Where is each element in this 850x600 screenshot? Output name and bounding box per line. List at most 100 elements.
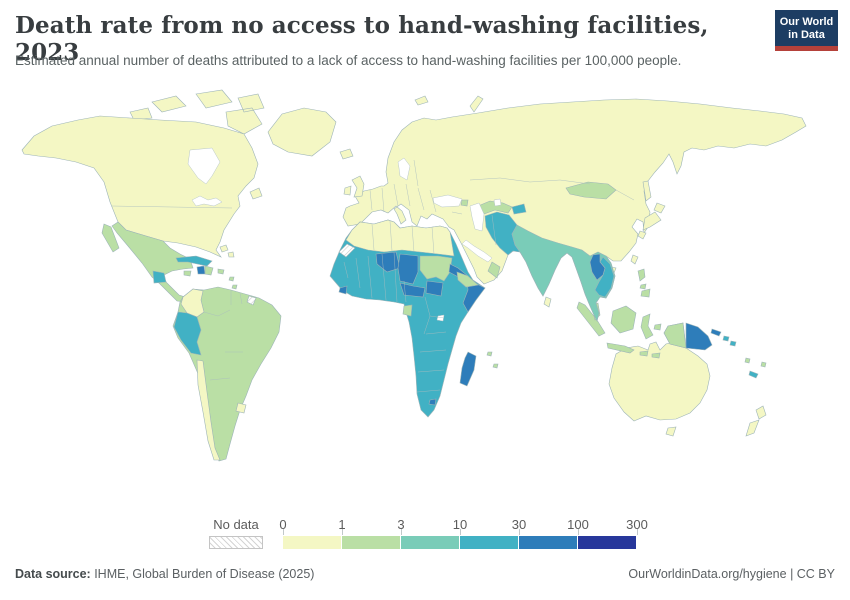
region-lesser-antilles[interactable] (228, 276, 238, 290)
aral-sea (493, 198, 502, 207)
great-lakes (191, 195, 223, 207)
footer-source-label: Data source: (15, 567, 91, 581)
legend-tick-0: 0 (279, 517, 287, 532)
region-novaya-zemlya[interactable] (469, 95, 484, 113)
region-tajikistan[interactable] (511, 203, 527, 215)
region-new-caledonia[interactable] (748, 370, 759, 379)
region-central-asia-uzbekistan-turkmenistan[interactable] (477, 200, 513, 215)
footer-source: Data source: IHME, Global Burden of Dise… (15, 567, 314, 581)
region-solomon-islands[interactable] (722, 335, 737, 347)
region-yemen[interactable] (456, 271, 479, 288)
legend-tickmark (637, 529, 638, 535)
region-indonesia[interactable] (576, 301, 687, 359)
region-fiji[interactable] (760, 361, 767, 368)
owid-logo-line2: in Data (788, 28, 825, 41)
internal-borders (111, 159, 635, 393)
legend-tickmark (342, 529, 343, 535)
owid-logo[interactable]: Our World in Data (775, 10, 838, 51)
region-japan[interactable] (637, 202, 666, 240)
region-bahamas[interactable] (219, 244, 235, 258)
region-australia[interactable] (608, 341, 711, 437)
region-haiti[interactable] (196, 265, 206, 275)
region-gabon[interactable] (402, 304, 413, 317)
footer-source-text: IHME, Global Burden of Disease (2025) (90, 567, 315, 581)
hudson-bay (187, 147, 221, 185)
region-philippines[interactable] (637, 268, 651, 298)
legend-tickmark (578, 529, 579, 535)
region-madagascar[interactable] (459, 351, 477, 387)
legend-tick-4: 30 (511, 517, 527, 532)
region-greenland[interactable] (267, 107, 337, 157)
region-western-sahara[interactable] (338, 243, 356, 258)
region-sierra-leone[interactable] (338, 285, 348, 295)
legend-swatch-3-10[interactable] (401, 536, 460, 549)
region-peru[interactable] (173, 311, 202, 356)
lake-victoria (436, 314, 445, 322)
region-arctic-islands[interactable] (129, 89, 265, 135)
region-papua-new-guinea[interactable] (685, 322, 722, 351)
baltic-sea (397, 157, 411, 181)
legend-swatch-0-1[interactable] (283, 536, 342, 549)
region-indian-ocean-islands[interactable] (486, 351, 499, 369)
region-jamaica[interactable] (183, 270, 192, 277)
legend-swatch-1-3[interactable] (342, 536, 401, 549)
legend-no-data-swatch[interactable] (209, 536, 263, 549)
region-guatemala[interactable] (152, 270, 167, 284)
region-laos[interactable] (589, 253, 606, 281)
persian-gulf (461, 239, 493, 263)
page-subtitle: Estimated annual number of deaths attrib… (15, 53, 682, 68)
region-azerbaijan[interactable] (460, 199, 469, 207)
region-mexico-central-america[interactable] (101, 221, 194, 303)
region-eurasia[interactable] (342, 98, 807, 322)
region-sakhalin[interactable] (642, 180, 652, 202)
region-iceland[interactable] (339, 148, 354, 160)
black-sea (432, 194, 463, 208)
region-newfoundland[interactable] (249, 187, 263, 200)
region-sudan[interactable] (419, 255, 453, 282)
legend-color-bar (283, 536, 637, 549)
region-french-guiana[interactable] (246, 295, 257, 306)
region-cuba[interactable] (175, 255, 213, 267)
legend-tick-6: 300 (626, 517, 648, 532)
legend-tickmark (519, 529, 520, 535)
region-united-kingdom[interactable] (351, 175, 365, 198)
legend-tick-3: 10 (452, 517, 468, 532)
region-niger[interactable] (375, 251, 401, 273)
legend-tickmark (460, 529, 461, 535)
legend-no-data-label: No data (213, 517, 259, 532)
legend-tickmark (283, 529, 284, 535)
region-lesotho[interactable] (428, 398, 437, 406)
region-new-zealand[interactable] (745, 405, 767, 437)
region-taiwan[interactable] (630, 254, 639, 265)
region-oman[interactable] (487, 261, 501, 279)
region-svalbard[interactable] (414, 95, 429, 106)
region-chad[interactable] (397, 253, 419, 285)
region-south-sudan[interactable] (425, 280, 444, 297)
region-central-african-republic[interactable] (399, 282, 426, 298)
region-sri-lanka[interactable] (543, 296, 552, 308)
region-north-africa[interactable] (345, 219, 455, 257)
region-chile[interactable] (196, 359, 221, 461)
legend-tick-1: 1 (338, 517, 346, 532)
legend-swatch-30-100[interactable] (519, 536, 578, 549)
legend-swatch-100-300[interactable] (578, 536, 637, 549)
legend-tick-2: 3 (397, 517, 405, 532)
owid-logo-line1: Our World (779, 15, 834, 28)
legend-tickmark (401, 529, 402, 535)
region-vanuatu[interactable] (744, 357, 751, 364)
owid-logo-red-bar (775, 46, 838, 51)
region-west-new-guinea[interactable] (663, 322, 687, 349)
footer: Data source: IHME, Global Burden of Dise… (15, 567, 835, 581)
footer-license-link[interactable]: OurWorldinData.org/hygiene | CC BY (628, 567, 835, 581)
caspian-sea (469, 202, 485, 232)
legend-tick-5: 100 (567, 517, 589, 532)
region-uruguay[interactable] (235, 402, 247, 414)
region-mongolia[interactable] (565, 181, 617, 200)
region-puerto-rico[interactable] (217, 268, 225, 275)
legend-swatch-10-30[interactable] (460, 536, 519, 549)
region-south-asia-india-indochina[interactable] (511, 224, 616, 322)
region-ireland[interactable] (343, 185, 352, 196)
region-dominican-republic[interactable] (204, 265, 214, 276)
